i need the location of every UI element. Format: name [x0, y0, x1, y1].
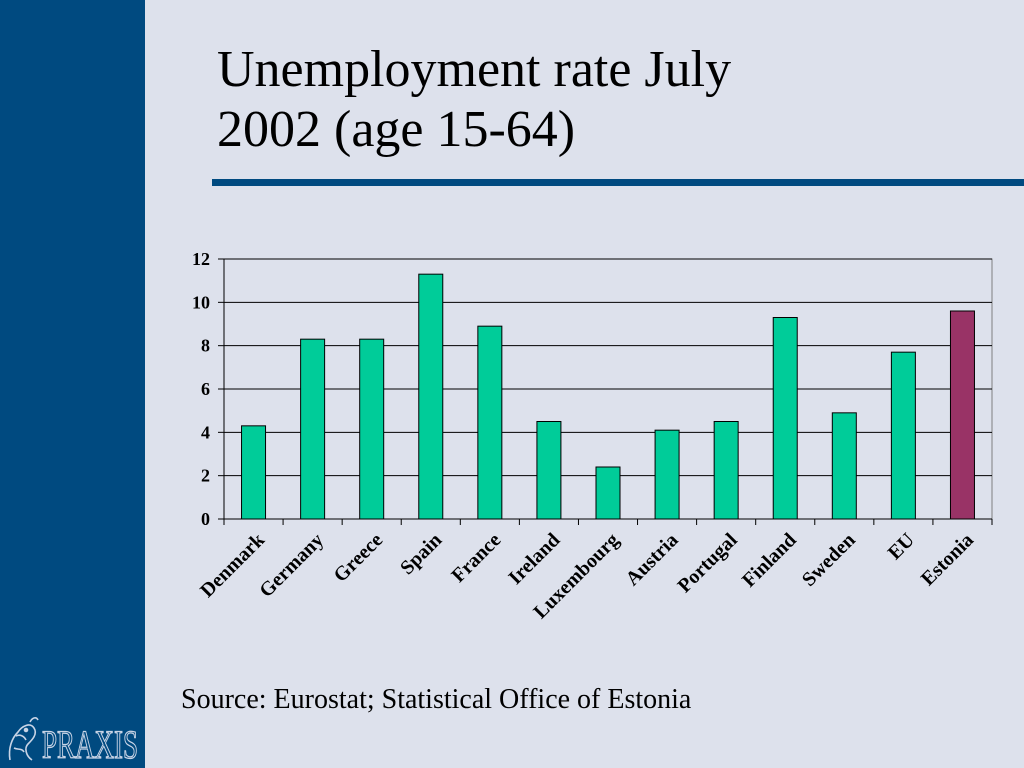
slide-title-line-1: Unemployment rate July — [217, 41, 732, 98]
x-tick-label: Finland — [738, 529, 801, 592]
x-tick-label: Portugal — [673, 529, 742, 598]
bar-germany — [300, 338, 326, 520]
x-tick-label: EU — [884, 529, 919, 564]
slide-title: Unemployment rate July 2002 (age 15-64) — [217, 40, 997, 160]
y-tick-label: 0 — [201, 509, 210, 529]
x-tick-label: France — [447, 529, 505, 587]
praxis-logo: PRAXIS — [8, 717, 139, 766]
bar-estonia — [949, 310, 975, 520]
lion-emblem-icon — [8, 717, 39, 761]
bar-spain — [418, 273, 444, 520]
bar-portugal — [713, 421, 739, 520]
y-tick-label: 2 — [201, 466, 210, 486]
y-tick-label: 4 — [201, 422, 210, 442]
source-note: Source: Eurostat; Statistical Office of … — [181, 684, 692, 715]
x-tick-label: Germany — [255, 529, 328, 602]
bar-ireland — [536, 421, 562, 520]
bar-austria — [654, 429, 680, 520]
x-tick-label: Greece — [330, 529, 388, 587]
x-tick-label: Ireland — [504, 529, 564, 589]
slide-title-line-2: 2002 (age 15-64) — [217, 101, 576, 158]
y-tick-label: 8 — [201, 336, 210, 356]
title-underline — [212, 179, 1024, 186]
bar-luxembourg — [595, 466, 621, 520]
x-tick-label: Sweden — [798, 529, 860, 591]
bar-sweden — [831, 412, 857, 520]
sidebar: PRAXIS — [0, 0, 145, 768]
x-tick-label: Estonia — [917, 529, 978, 590]
bar-eu — [890, 351, 916, 520]
y-tick-label: 12 — [192, 249, 210, 269]
y-tick-label: 10 — [192, 292, 210, 312]
logo-wordmark: PRAXIS — [42, 722, 138, 766]
bar-denmark — [241, 425, 267, 520]
bar-greece — [359, 338, 385, 520]
y-tick-label: 6 — [201, 379, 210, 399]
bar-france — [477, 325, 503, 520]
x-tick-label: Spain — [396, 529, 446, 579]
bar-finland — [772, 317, 798, 520]
